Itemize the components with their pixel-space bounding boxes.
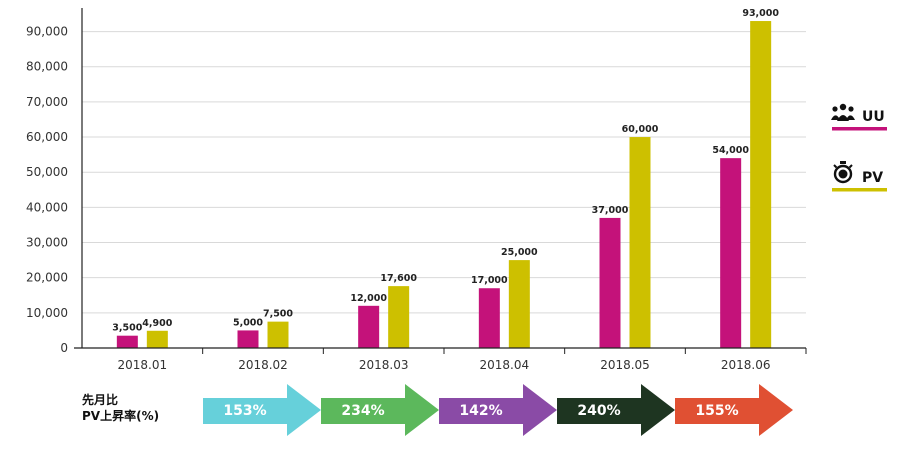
growth-arrow-shape bbox=[203, 384, 321, 436]
x-category-label: 2018.01 bbox=[118, 358, 168, 372]
growth-arrows: 153% 234% 142% 240% 155% bbox=[203, 384, 793, 436]
users-icon bbox=[831, 103, 855, 121]
stopwatch-icon bbox=[833, 161, 853, 184]
growth-arrow: 234% bbox=[321, 384, 439, 436]
data-label-uu: 3,500 bbox=[112, 323, 142, 334]
legend-item-pv: PV bbox=[832, 161, 887, 192]
data-label-uu: 37,000 bbox=[592, 205, 629, 216]
bar-pv bbox=[629, 137, 651, 348]
legend-swatch bbox=[832, 188, 887, 192]
x-axis-category-labels: 2018.01 2018.02 2018.03 2018.04 2018.05 2018.… bbox=[118, 358, 771, 372]
y-tick-label: 20,000 bbox=[26, 271, 68, 285]
legend-label: UU bbox=[862, 109, 885, 125]
bars bbox=[116, 21, 772, 348]
growth-arrow: 155% bbox=[675, 384, 793, 436]
bar-uu bbox=[116, 335, 138, 348]
axes bbox=[74, 8, 807, 354]
growth-caption-line1: 先月比 bbox=[82, 392, 118, 407]
bar-pv bbox=[146, 330, 168, 348]
growth-arrow-shape bbox=[439, 384, 557, 436]
bar-uu bbox=[237, 330, 259, 348]
gridlines bbox=[82, 31, 806, 314]
data-label-pv: 17,600 bbox=[380, 273, 417, 284]
y-tick-label: 60,000 bbox=[26, 130, 68, 144]
data-label-uu: 17,000 bbox=[471, 275, 508, 286]
growth-caption-line2: PV上昇率(%) bbox=[82, 408, 159, 423]
data-label-uu: 54,000 bbox=[712, 145, 749, 156]
growth-arrow: 153% bbox=[203, 384, 321, 436]
y-tick-label: 10,000 bbox=[26, 306, 68, 320]
y-tick-label: 30,000 bbox=[26, 236, 68, 250]
data-label-pv: 93,000 bbox=[742, 8, 779, 19]
legend: UU PV bbox=[831, 103, 887, 192]
bar-uu bbox=[720, 158, 742, 348]
growth-arrow-shape bbox=[675, 384, 793, 436]
x-category-label: 2018.02 bbox=[238, 358, 288, 372]
growth-arrow-shape bbox=[321, 384, 439, 436]
bar-uu bbox=[599, 217, 621, 348]
growth-arrow-label: 240% bbox=[577, 403, 620, 419]
growth-arrow: 142% bbox=[439, 384, 557, 436]
data-label-pv: 7,500 bbox=[263, 309, 293, 320]
growth-arrow-label: 153% bbox=[223, 403, 266, 419]
growth-arrow: 240% bbox=[557, 384, 675, 436]
y-tick-label: 80,000 bbox=[26, 60, 68, 74]
x-category-label: 2018.04 bbox=[480, 358, 530, 372]
legend-item-uu: UU bbox=[831, 103, 887, 131]
bar-pv bbox=[750, 21, 772, 348]
growth-caption: 先月比 PV上昇率(%) bbox=[82, 392, 159, 423]
data-label-pv: 4,900 bbox=[142, 318, 172, 329]
data-label-uu: 12,000 bbox=[350, 293, 387, 304]
x-category-label: 2018.03 bbox=[359, 358, 409, 372]
y-tick-label: 90,000 bbox=[26, 25, 68, 39]
growth-arrow-shape bbox=[557, 384, 675, 436]
bar-uu bbox=[478, 288, 500, 348]
growth-arrow-label: 142% bbox=[459, 403, 502, 419]
y-tick-label: 50,000 bbox=[26, 165, 68, 179]
legend-label: PV bbox=[862, 170, 883, 186]
bar-pv bbox=[388, 286, 410, 348]
bar-pv bbox=[267, 321, 289, 348]
y-tick-label: 0 bbox=[60, 341, 68, 355]
x-category-label: 2018.05 bbox=[600, 358, 650, 372]
bar-pv bbox=[508, 260, 530, 348]
data-label-uu: 5,000 bbox=[233, 317, 263, 328]
y-tick-label: 70,000 bbox=[26, 95, 68, 109]
legend-swatch bbox=[832, 127, 887, 131]
growth-arrow-label: 155% bbox=[695, 403, 738, 419]
bar-uu bbox=[358, 305, 380, 348]
data-label-pv: 25,000 bbox=[501, 247, 538, 258]
y-tick-label: 40,000 bbox=[26, 200, 68, 214]
y-axis-tick-labels: 0 10,000 20,000 30,000 40,000 50,000 60,000 70,… bbox=[26, 25, 68, 355]
x-category-label: 2018.06 bbox=[721, 358, 771, 372]
data-label-pv: 60,000 bbox=[622, 124, 659, 135]
growth-arrow-label: 234% bbox=[341, 403, 384, 419]
